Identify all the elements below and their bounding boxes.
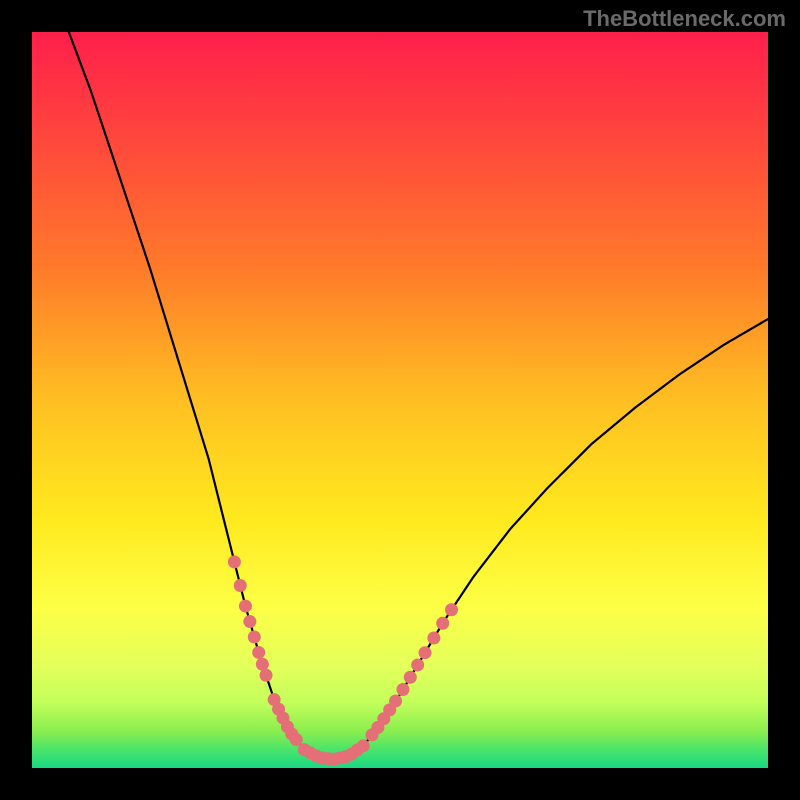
plot-area [32, 32, 768, 768]
watermark-text: TheBottleneck.com [583, 6, 786, 32]
curve-marker [389, 695, 402, 708]
curve-marker [256, 658, 269, 671]
curve-marker [260, 669, 273, 682]
curve-marker [445, 603, 458, 616]
curve-marker [427, 631, 440, 644]
curve-marker [404, 671, 417, 684]
curve-marker [419, 646, 432, 659]
curve-marker [239, 600, 252, 613]
curve-marker [248, 630, 261, 643]
curve-marker [396, 683, 409, 696]
curve-marker [234, 579, 247, 592]
curve-marker [252, 646, 265, 659]
curve-marker [411, 658, 424, 671]
plot-svg [32, 32, 768, 768]
curve-marker [436, 617, 449, 630]
curve-marker [228, 555, 241, 568]
curve-marker [290, 733, 303, 746]
curve-marker [243, 615, 256, 628]
curve-marker [357, 739, 370, 752]
gradient-background [32, 32, 768, 768]
chart-frame: TheBottleneck.com [0, 0, 800, 800]
